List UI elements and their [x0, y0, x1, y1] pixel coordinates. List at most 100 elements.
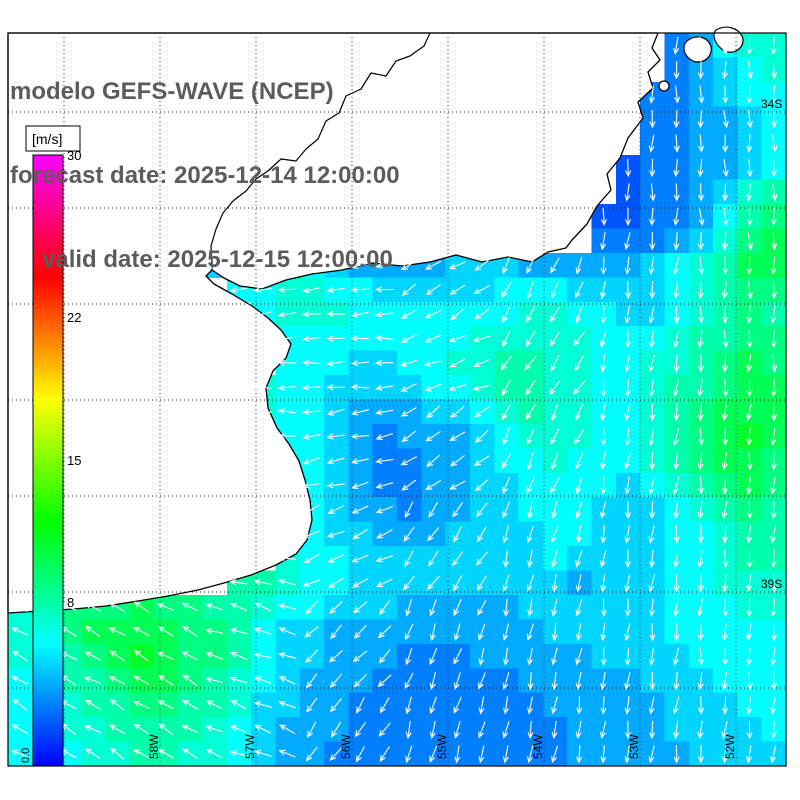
direction-arrow — [157, 674, 174, 686]
direction-arrow — [375, 409, 394, 416]
direction-arrow — [624, 745, 631, 764]
direction-arrow — [11, 676, 29, 685]
direction-arrow — [304, 625, 319, 638]
direction-arrow — [355, 746, 365, 763]
direction-arrow — [549, 306, 560, 323]
direction-arrow — [698, 85, 705, 104]
direction-arrow — [500, 355, 512, 371]
title-block: modelo GEFS-WAVE (NCEP) forecast date: 2… — [10, 22, 400, 330]
direction-arrow — [205, 676, 224, 683]
direction-arrow — [649, 672, 656, 691]
direction-arrow — [375, 555, 394, 563]
direction-arrow — [229, 725, 248, 734]
direction-arrow — [426, 405, 440, 419]
direction-arrow — [600, 598, 607, 617]
direction-arrow — [599, 330, 607, 348]
direction-arrow — [746, 256, 753, 275]
direction-arrow — [649, 183, 656, 202]
direction-arrow — [625, 500, 632, 520]
direction-arrow — [648, 647, 655, 666]
direction-arrow — [253, 311, 272, 318]
direction-arrow — [84, 748, 101, 759]
direction-arrow — [746, 134, 753, 153]
direction-arrow — [575, 550, 583, 568]
direction-arrow — [279, 724, 296, 735]
direction-arrow — [350, 335, 370, 342]
direction-arrow — [673, 158, 680, 178]
direction-arrow — [599, 281, 606, 300]
direction-arrow — [453, 672, 461, 690]
direction-arrow — [278, 578, 296, 586]
direction-arrow — [600, 427, 607, 446]
direction-arrow — [83, 676, 102, 684]
direction-arrow — [770, 720, 777, 740]
direction-arrow — [405, 598, 413, 617]
direction-arrow — [624, 574, 631, 593]
direction-arrow — [376, 578, 393, 588]
direction-arrow — [254, 676, 272, 685]
direction-arrow — [326, 310, 345, 317]
direction-arrow — [206, 749, 223, 759]
direction-arrow — [109, 747, 125, 760]
direction-arrow — [770, 476, 777, 495]
direction-arrow — [12, 698, 28, 711]
direction-arrow — [624, 378, 631, 398]
direction-arrow — [429, 672, 437, 690]
direction-arrow — [403, 575, 415, 591]
direction-arrow — [474, 259, 490, 272]
direction-arrow — [326, 457, 345, 465]
direction-arrow — [328, 577, 344, 589]
direction-arrow — [674, 85, 681, 104]
direction-arrow — [501, 452, 512, 470]
direction-arrow — [551, 696, 558, 715]
direction-arrow — [278, 749, 296, 758]
direction-arrow — [673, 598, 680, 617]
direction-arrow — [599, 452, 606, 471]
direction-arrow — [648, 85, 655, 104]
direction-arrow — [12, 650, 28, 662]
direction-arrow — [425, 430, 441, 442]
direction-arrow — [400, 407, 417, 417]
map-frame — [7, 32, 787, 767]
direction-arrow — [649, 500, 656, 520]
direction-arrow — [771, 183, 778, 202]
direction-arrow — [450, 308, 465, 321]
direction-arrow — [502, 574, 510, 593]
graticule — [8, 33, 786, 766]
direction-arrow — [278, 262, 297, 269]
direction-arrow — [648, 549, 655, 569]
direction-arrow — [550, 257, 560, 274]
direction-arrow — [575, 501, 583, 519]
direction-arrow — [721, 354, 728, 373]
direction-arrow — [229, 579, 248, 586]
direction-arrow — [551, 574, 558, 593]
direction-arrow — [429, 647, 438, 666]
direction-arrow — [449, 480, 466, 490]
direction-arrow — [722, 158, 729, 178]
direction-arrow — [158, 723, 174, 736]
direction-arrow — [329, 600, 343, 615]
direction-arrow — [600, 745, 607, 764]
direction-arrow — [721, 403, 728, 422]
direction-arrow — [722, 598, 729, 617]
direction-arrow — [133, 649, 149, 662]
direction-arrow — [599, 501, 607, 519]
direction-arrow — [133, 723, 150, 735]
direction-arrow — [230, 651, 247, 661]
direction-arrow — [697, 61, 704, 80]
direction-arrow — [501, 282, 512, 298]
direction-arrow — [474, 478, 489, 492]
direction-arrow — [157, 626, 174, 637]
direction-arrow — [472, 335, 491, 343]
direction-arrow — [624, 256, 631, 275]
direction-arrow — [600, 525, 607, 544]
direction-arrow — [404, 550, 414, 567]
direction-arrow — [550, 428, 560, 445]
direction-arrow — [648, 598, 655, 617]
direction-arrow — [648, 525, 655, 544]
direction-arrow — [673, 109, 680, 129]
direction-arrow — [278, 652, 296, 659]
direction-arrow — [326, 287, 345, 294]
direction-arrow — [351, 505, 369, 514]
direction-arrow — [302, 287, 321, 294]
